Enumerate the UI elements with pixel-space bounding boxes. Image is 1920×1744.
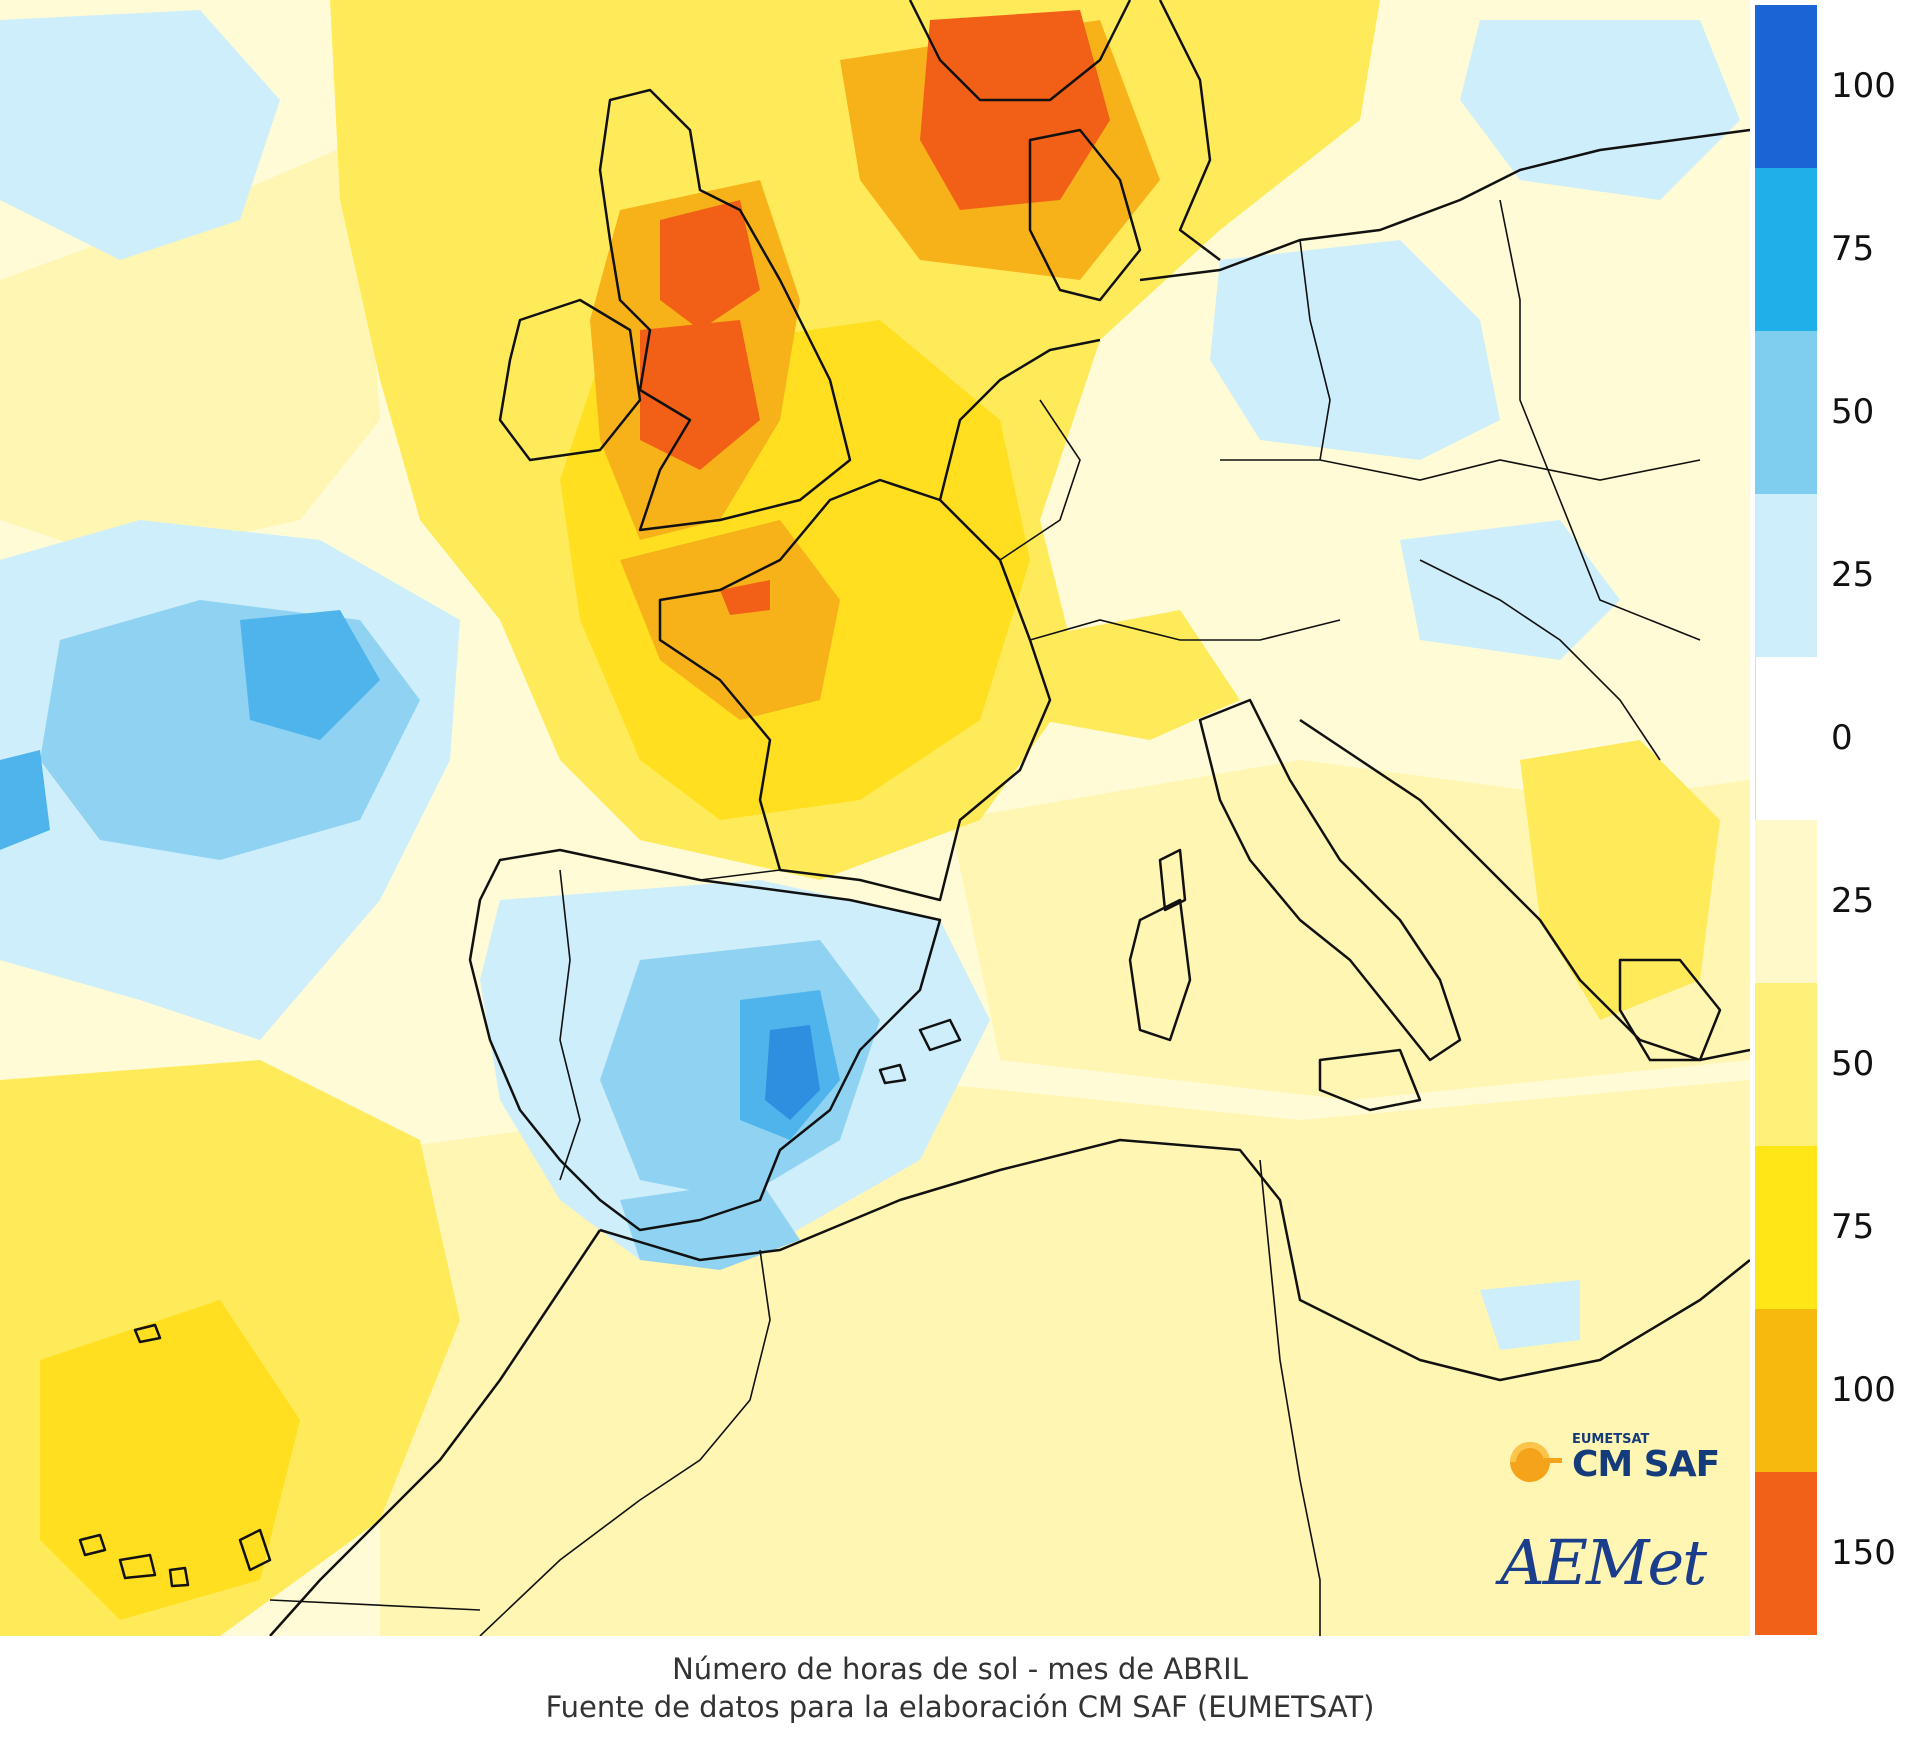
border-spain-france (699, 869, 941, 901)
red-zone-brittany (720, 580, 770, 615)
coast-france (658, 478, 1052, 902)
border-central-europe (1220, 459, 1701, 481)
coast-canaries (78, 1528, 272, 1588)
map-canvas (0, 0, 1750, 1636)
coastlines (78, 0, 1750, 1636)
legend-swatch-5 (1755, 657, 1817, 820)
blue-light-zone-scandinavia (1460, 20, 1740, 200)
red-zone-england (640, 320, 760, 470)
legend-tick-2: 75 (1831, 229, 1875, 269)
coast-norway (908, 0, 1132, 102)
border-france-germany (999, 399, 1081, 561)
legend-tick-7: 50 (1831, 1044, 1875, 1084)
legend-tick-1: 100 (1831, 66, 1896, 106)
blue-light-zone-hungary (1400, 520, 1620, 660)
legend-swatch-6 (1755, 820, 1817, 983)
legend-tick-3: 50 (1831, 392, 1875, 432)
cmsaf-sun-icon (1510, 1442, 1562, 1482)
border-alps (1029, 619, 1341, 641)
border-east (1499, 199, 1701, 641)
coast-sicily (1318, 1048, 1422, 1112)
legend-tick-5: 0 (1831, 718, 1853, 758)
legend-swatch-7 (1755, 983, 1817, 1146)
legend-swatch-9 (1755, 1309, 1817, 1472)
coast-germany-north (1139, 128, 1750, 282)
coast-north-africa (599, 1138, 1750, 1382)
blue-light-zone-atlantic-nw (0, 10, 280, 260)
blue-strong-zone-atlantic (240, 610, 380, 740)
blue-strong-zone-portugal-west (0, 750, 50, 850)
border-balkans (1419, 559, 1661, 761)
coast-sardinia (1128, 898, 1192, 1042)
yellow-mid-zone-balkans (1520, 740, 1720, 1020)
color-legend: 100 75 50 25 0 25 50 75 100 150 (1755, 5, 1920, 1635)
coast-corsica (1158, 848, 1187, 912)
coast-denmark (1028, 128, 1142, 302)
legend-tick-9: 100 (1831, 1370, 1896, 1410)
legend-swatch-2 (1755, 168, 1817, 331)
border-germany-poland (1299, 239, 1331, 461)
yellow-strong-zone-atlantic (40, 1300, 300, 1620)
coast-balkans (1299, 718, 1750, 1062)
blue-light-zone-germany (1210, 240, 1500, 460)
coast-greece (1618, 958, 1722, 1062)
coast-iberia (468, 848, 942, 1232)
red-zone-norway (920, 10, 1110, 210)
caption-source: Fuente de datos para la elaboración CM S… (545, 1690, 1375, 1724)
legend-swatch-3 (1755, 331, 1817, 494)
coast-great-britain (598, 88, 852, 532)
eumetsat-label: EUMETSAT (1572, 1432, 1650, 1447)
legend-swatch-4 (1755, 494, 1817, 657)
coast-madeira (133, 1323, 162, 1344)
yellow-mid-zone-alps (1020, 610, 1240, 740)
border-western-sahara (269, 1599, 481, 1611)
coast-morocco (269, 1229, 602, 1636)
cmsaf-logo: CM SAF (1572, 1444, 1720, 1485)
country-borders (269, 199, 1701, 1636)
red-zone-scotland (660, 200, 760, 330)
orange-zone-channel (620, 520, 840, 720)
yellow-light-zone-west (0, 140, 380, 560)
legend-tick-8: 75 (1831, 1207, 1875, 1247)
legend-tick-6: 25 (1831, 881, 1875, 921)
legend-swatch-8 (1755, 1146, 1817, 1309)
aemet-logo: AEMet (1500, 1526, 1707, 1599)
logos-block: EUMETSAT CM SAF AEMet (1500, 1428, 1740, 1628)
legend-tick-10: 150 (1831, 1533, 1896, 1573)
border-algeria-tunisia (1259, 1159, 1321, 1636)
coast-low-countries (938, 338, 1101, 501)
border-morocco-algeria (479, 1249, 771, 1636)
coast-italy (1198, 698, 1462, 1062)
legend-swatch-1 (1755, 5, 1817, 168)
coast-balearics (878, 1018, 962, 1085)
sunshine-anomaly-map (0, 0, 1750, 1636)
blue-deep-zone-valencia (765, 1025, 820, 1120)
border-spain-portugal (559, 869, 581, 1181)
blue-light-zone-tunisia (1480, 1280, 1580, 1350)
legend-swatch-10 (1755, 1472, 1817, 1635)
map-caption: Número de horas de sol - mes de ABRIL Fu… (0, 1638, 1920, 1744)
caption-title: Número de horas de sol - mes de ABRIL (672, 1652, 1248, 1686)
coast-ireland (498, 298, 642, 462)
legend-tick-4: 25 (1831, 555, 1875, 595)
coast-sweden (1158, 0, 1221, 261)
